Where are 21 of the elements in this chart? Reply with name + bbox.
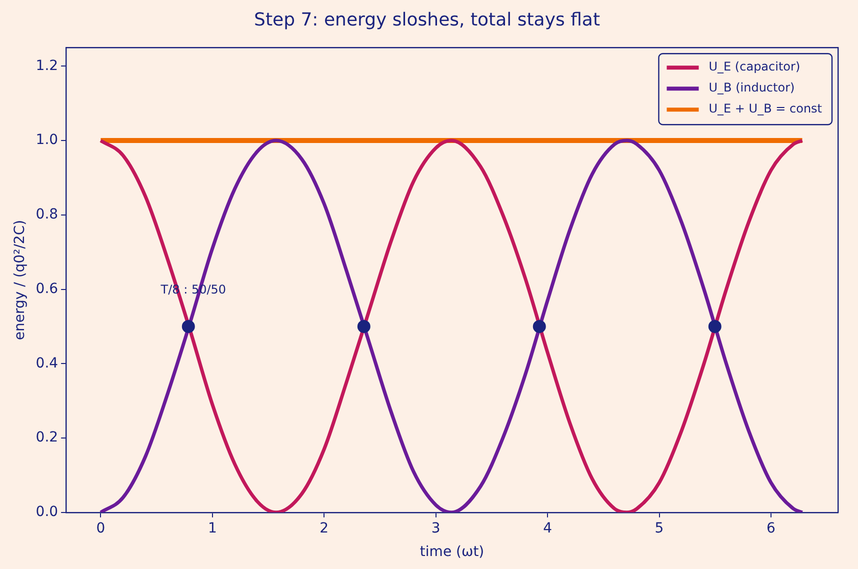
y-tick-label: 1.0 bbox=[36, 132, 58, 148]
y-tick-label: 0.8 bbox=[36, 206, 58, 223]
x-tick-label: 5 bbox=[654, 520, 664, 536]
x-tick-label: 2 bbox=[320, 520, 329, 536]
legend-label: U_E + U_B = const bbox=[708, 102, 822, 116]
y-tick-label: 0.0 bbox=[36, 504, 58, 520]
line-series bbox=[98, 138, 804, 512]
x-tick-label: 4 bbox=[543, 520, 552, 536]
x-tick-label: 3 bbox=[431, 520, 440, 536]
y-axis-title: energy / (q0²/2C) bbox=[12, 220, 28, 340]
chart-title: Step 7: energy sloshes, total stays flat bbox=[254, 9, 600, 30]
y-tick-label: 1.2 bbox=[36, 58, 58, 74]
x-tick-label: 1 bbox=[208, 520, 217, 536]
y-tick-label: 0.4 bbox=[36, 355, 58, 372]
y-tick-label: 0.6 bbox=[36, 280, 58, 297]
x-tick-label: 0 bbox=[96, 520, 106, 536]
y-tick-label: 0.2 bbox=[36, 430, 58, 446]
x-tick-label: 6 bbox=[766, 520, 776, 536]
legend-label: U_B (inductor) bbox=[708, 80, 795, 95]
x-axis-title: time (ωt) bbox=[420, 544, 484, 560]
legend-label: U_E (capacitor) bbox=[708, 60, 800, 74]
